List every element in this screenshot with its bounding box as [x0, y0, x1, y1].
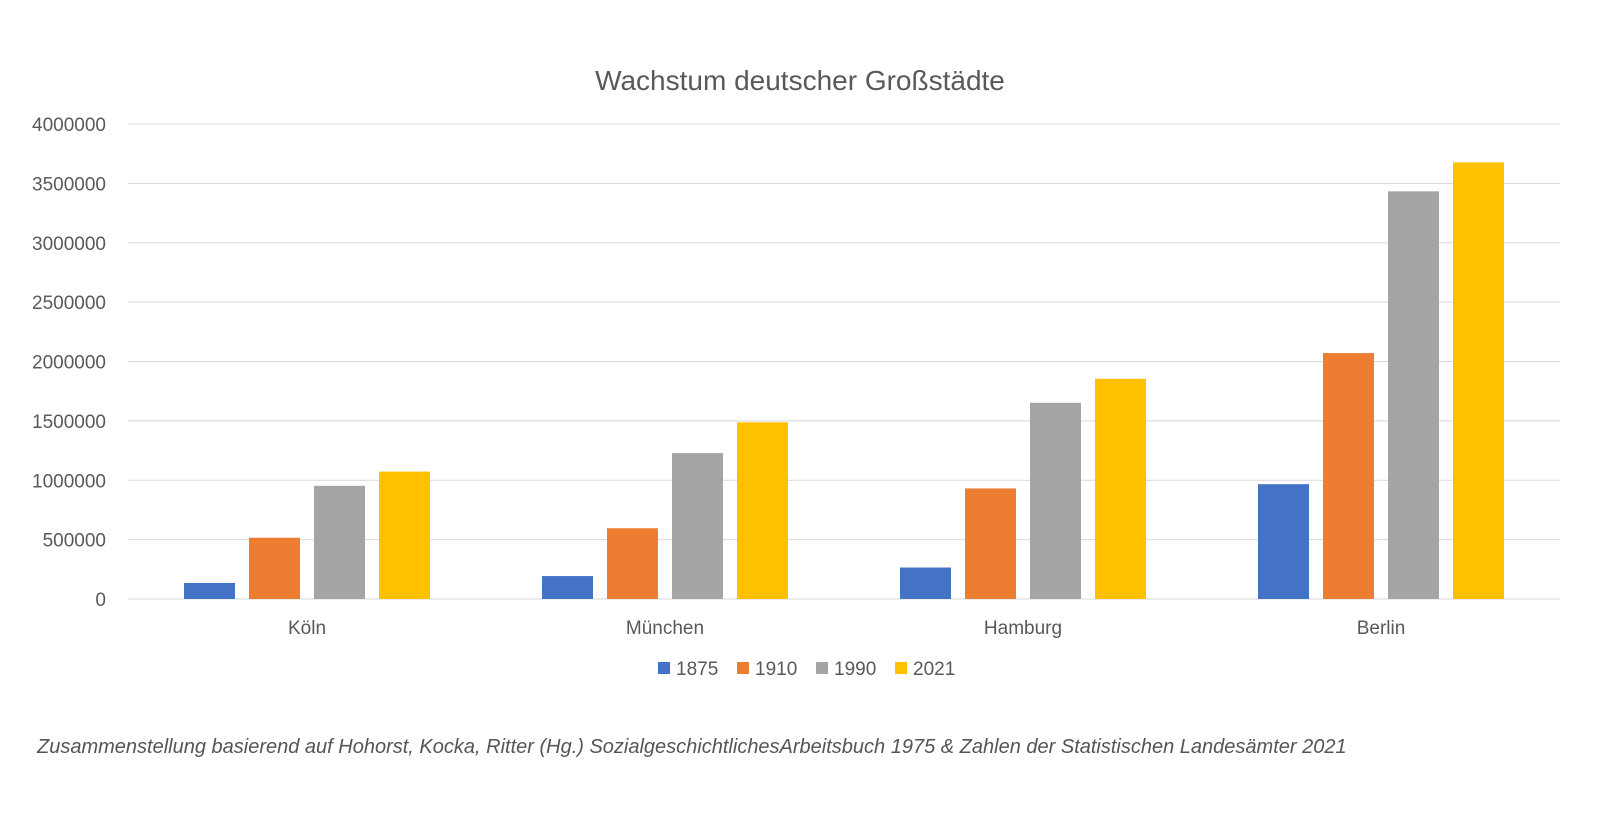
legend-label: 1910 — [755, 659, 797, 680]
bar-1875-Hamburg — [900, 567, 951, 599]
y-tick-label: 1500000 — [32, 412, 106, 433]
chart-title: Wachstum deutscher Großstädte — [595, 65, 1005, 96]
x-category-label: Hamburg — [984, 618, 1062, 639]
y-tick-label: 500000 — [43, 531, 106, 552]
x-category-label: München — [626, 618, 704, 639]
bar-1990-Berlin — [1388, 191, 1439, 600]
bar-1990-Hamburg — [1030, 402, 1081, 599]
bar-1910-München — [607, 528, 658, 599]
x-category-label: Köln — [288, 618, 326, 639]
legend-label: 1990 — [834, 659, 876, 680]
legend-label: 1875 — [676, 659, 718, 680]
y-tick-label: 3500000 — [32, 174, 106, 195]
y-tick-label: 2500000 — [32, 293, 106, 314]
y-tick-label: 3000000 — [32, 234, 106, 255]
y-tick-label: 4000000 — [32, 115, 106, 136]
bar-1875-München — [542, 576, 593, 599]
bar-2021-Hamburg — [1095, 378, 1146, 599]
y-tick-label: 2000000 — [32, 353, 106, 374]
legend-swatch-2021 — [895, 662, 907, 674]
legend-swatch-1990 — [816, 662, 828, 674]
bar-1910-Berlin — [1323, 353, 1374, 599]
bar-1875-Köln — [184, 582, 235, 599]
legend-swatch-1875 — [658, 662, 670, 674]
footnote: Zusammenstellung basierend auf Hohorst, … — [37, 736, 1347, 758]
bar-1990-Köln — [314, 485, 365, 599]
bar-1910-Köln — [249, 537, 300, 599]
bar-1875-Berlin — [1258, 484, 1309, 599]
bar-2021-München — [737, 422, 788, 599]
legend-label: 2021 — [913, 659, 955, 680]
y-tick-label: 1000000 — [32, 471, 106, 492]
bar-1910-Hamburg — [965, 488, 1016, 599]
bar-2021-Berlin — [1453, 162, 1504, 599]
bar-2021-Köln — [379, 471, 430, 599]
legend-swatch-1910 — [737, 662, 749, 674]
bar-1990-München — [672, 453, 723, 599]
y-tick-label: 0 — [95, 590, 106, 611]
x-category-label: Berlin — [1357, 618, 1406, 639]
